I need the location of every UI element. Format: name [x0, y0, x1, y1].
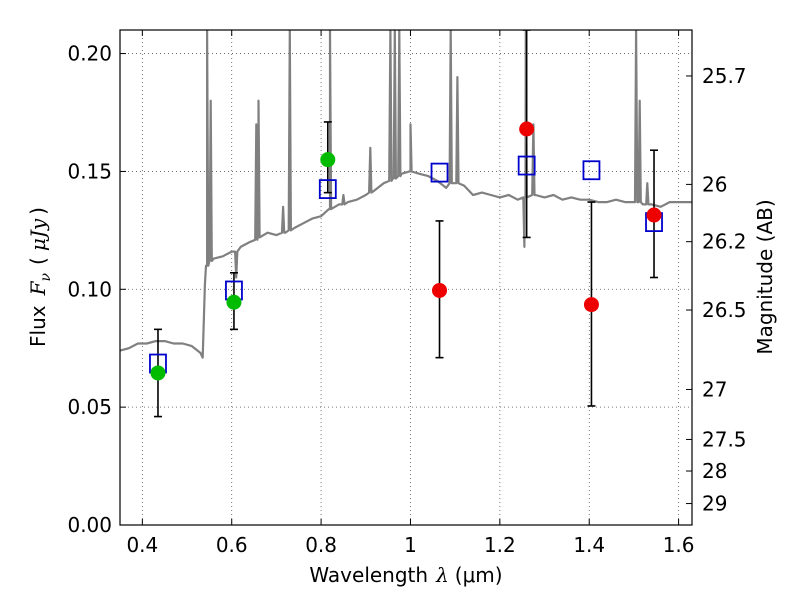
green-data-point	[150, 365, 166, 381]
y-tick-label: 0.15	[67, 159, 112, 183]
x-tick-label: 0.8	[305, 533, 337, 557]
x-axis-title-unit: (μm)	[455, 563, 503, 587]
y-axis-title-subscript: ν	[38, 273, 54, 282]
mag-tick-label: 27	[702, 377, 727, 401]
x-tick-label: 1.6	[663, 533, 695, 557]
red-data-point	[519, 121, 535, 137]
y2-axis-title: Magnitude (AB)	[753, 199, 777, 354]
x-axis-title-symbol: λ	[435, 563, 449, 587]
y-axis-title-unit: μJy	[26, 218, 50, 251]
plot-area	[120, 30, 692, 418]
plot-frame	[119, 29, 693, 526]
red-data-point	[646, 207, 662, 223]
y-tick-label: 0.10	[67, 277, 112, 301]
mag-tick-label: 26.2	[702, 230, 747, 254]
x-tick-label: 1.4	[573, 533, 605, 557]
mag-tick-label: 26.5	[702, 298, 747, 322]
green-data-point	[226, 294, 242, 310]
template-spectrum-line	[120, 30, 692, 359]
x-axis-title-main: Wavelength	[309, 563, 428, 587]
red-data-point	[583, 297, 599, 313]
y-axis-title: FluxFν(μJy)	[26, 207, 54, 347]
mag-tick-label: 29	[702, 492, 727, 516]
x-tick-label: 1	[404, 533, 417, 557]
y-axis-title-symbol: F	[26, 280, 50, 296]
mag-tick-label: 25.7	[702, 64, 747, 88]
model-point-square	[430, 162, 449, 183]
axes: 0.4 0.6 0.8 1 1.2 1.4 1.6 0.00 0.05 0.10 0.15 0.20 2…	[67, 30, 747, 557]
model-point-square	[582, 160, 601, 181]
y-tick-label: 0.00	[67, 513, 112, 537]
mag-tick-label: 26	[702, 172, 727, 196]
y-tick-label: 0.05	[67, 395, 112, 419]
red-data-point	[432, 282, 448, 298]
mag-tick-label: 27.5	[702, 427, 747, 451]
y-axis-title-main: Flux	[26, 305, 50, 347]
x-tick-label: 0.6	[216, 533, 248, 557]
model-point-square	[517, 155, 536, 176]
y-tick-label: 0.20	[67, 42, 112, 66]
x-tick-label: 0.4	[126, 533, 158, 557]
green-data-point	[320, 152, 336, 168]
mag-tick-label: 28	[702, 459, 727, 483]
x-axis-title: Wavelength λ (μm)	[309, 563, 502, 587]
model-point-square	[318, 179, 337, 200]
x-tick-label: 1.2	[484, 533, 516, 557]
